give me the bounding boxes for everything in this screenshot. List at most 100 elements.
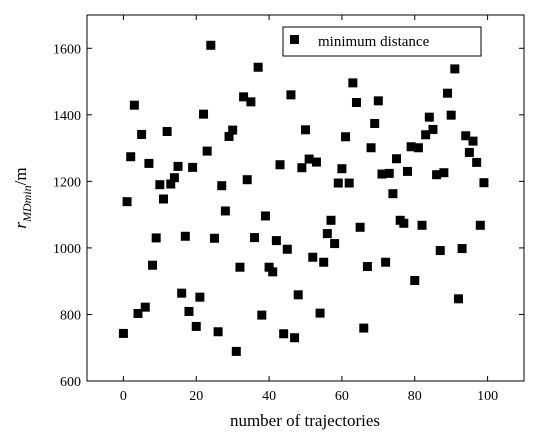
- data-point: [392, 154, 402, 164]
- data-point: [264, 262, 274, 272]
- data-points: [118, 40, 489, 356]
- data-point: [359, 323, 369, 333]
- data-point: [472, 157, 482, 167]
- data-point: [341, 132, 351, 142]
- data-point: [162, 126, 172, 136]
- data-point: [333, 178, 343, 188]
- data-point: [228, 125, 238, 135]
- data-point: [344, 178, 354, 188]
- data-point: [271, 236, 281, 246]
- data-point: [235, 262, 245, 272]
- y-tick-label: 1400: [53, 109, 81, 124]
- data-point: [242, 175, 252, 185]
- data-point: [195, 292, 205, 302]
- y-axis-title: rMDmin/m: [11, 167, 34, 228]
- data-point: [308, 252, 318, 262]
- data-point: [224, 131, 234, 141]
- y-axis-title-unit: /m: [11, 167, 30, 185]
- data-point: [202, 146, 212, 156]
- data-point: [330, 239, 340, 249]
- data-point: [421, 130, 431, 140]
- plot-frame: [86, 14, 525, 382]
- data-point: [410, 276, 420, 286]
- x-tick-label: 60: [335, 389, 349, 404]
- data-point: [402, 166, 412, 176]
- data-point: [435, 246, 445, 256]
- data-point: [220, 206, 230, 216]
- data-point: [322, 229, 332, 239]
- data-point: [290, 333, 300, 343]
- data-point: [144, 158, 154, 168]
- y-axis-title-subscript: MDmin: [20, 185, 34, 223]
- x-tick-label: 100: [477, 389, 498, 404]
- data-point: [355, 222, 365, 232]
- data-point: [406, 142, 416, 152]
- y-tick-label: 800: [60, 308, 81, 323]
- data-point: [155, 180, 165, 190]
- y-axis-ticks: 600 800 1000 1200 1400 1600: [53, 42, 524, 390]
- data-point: [381, 257, 391, 267]
- data-point: [246, 97, 256, 107]
- data-point: [475, 220, 485, 230]
- data-point: [133, 308, 143, 318]
- y-tick-label: 1200: [53, 175, 81, 190]
- data-point: [268, 267, 278, 277]
- data-point: [479, 178, 489, 188]
- data-point: [177, 288, 187, 298]
- data-point: [304, 154, 314, 164]
- data-point: [457, 244, 467, 254]
- data-point: [282, 244, 292, 254]
- data-point: [432, 170, 442, 180]
- data-point: [140, 302, 150, 312]
- data-point: [464, 147, 474, 157]
- data-point: [180, 231, 190, 241]
- data-point: [388, 189, 398, 199]
- data-point: [428, 124, 438, 134]
- legend-label: minimum distance: [318, 34, 430, 50]
- data-point: [468, 136, 478, 146]
- data-point: [293, 290, 303, 300]
- data-point: [301, 125, 310, 135]
- x-axis-ticks: 0 20 40 60 80 100: [120, 15, 498, 404]
- data-point: [239, 92, 249, 102]
- data-point: [417, 220, 427, 230]
- data-point: [461, 131, 471, 141]
- data-point: [137, 129, 147, 139]
- data-point: [148, 260, 158, 270]
- data-point: [184, 306, 194, 316]
- data-point: [319, 257, 329, 267]
- data-point: [424, 112, 434, 122]
- data-point: [158, 194, 168, 204]
- data-point: [166, 179, 176, 189]
- data-point: [446, 110, 456, 120]
- data-point: [362, 262, 372, 272]
- legend-marker: [290, 35, 299, 44]
- data-point: [384, 168, 394, 178]
- data-point: [439, 168, 449, 178]
- x-tick-label: 80: [408, 389, 422, 404]
- data-point: [337, 164, 347, 174]
- data-point: [250, 233, 260, 243]
- data-point: [399, 218, 409, 228]
- data-point: [286, 90, 296, 100]
- data-point: [206, 40, 216, 50]
- data-point: [253, 62, 263, 72]
- y-axis-title-base: r: [11, 222, 30, 229]
- data-point: [122, 197, 132, 207]
- x-tick-label: 40: [262, 389, 276, 404]
- data-point: [311, 157, 321, 167]
- data-point: [129, 100, 139, 110]
- data-point: [453, 294, 463, 304]
- data-point: [169, 173, 179, 183]
- data-point: [366, 143, 376, 153]
- data-point: [275, 160, 285, 170]
- data-point: [413, 143, 423, 153]
- y-tick-label: 1600: [53, 42, 81, 57]
- data-point: [257, 310, 267, 320]
- data-point: [191, 321, 201, 331]
- data-point: [351, 98, 361, 108]
- data-point: [260, 211, 270, 221]
- data-point: [199, 109, 209, 119]
- legend-box: [282, 26, 482, 57]
